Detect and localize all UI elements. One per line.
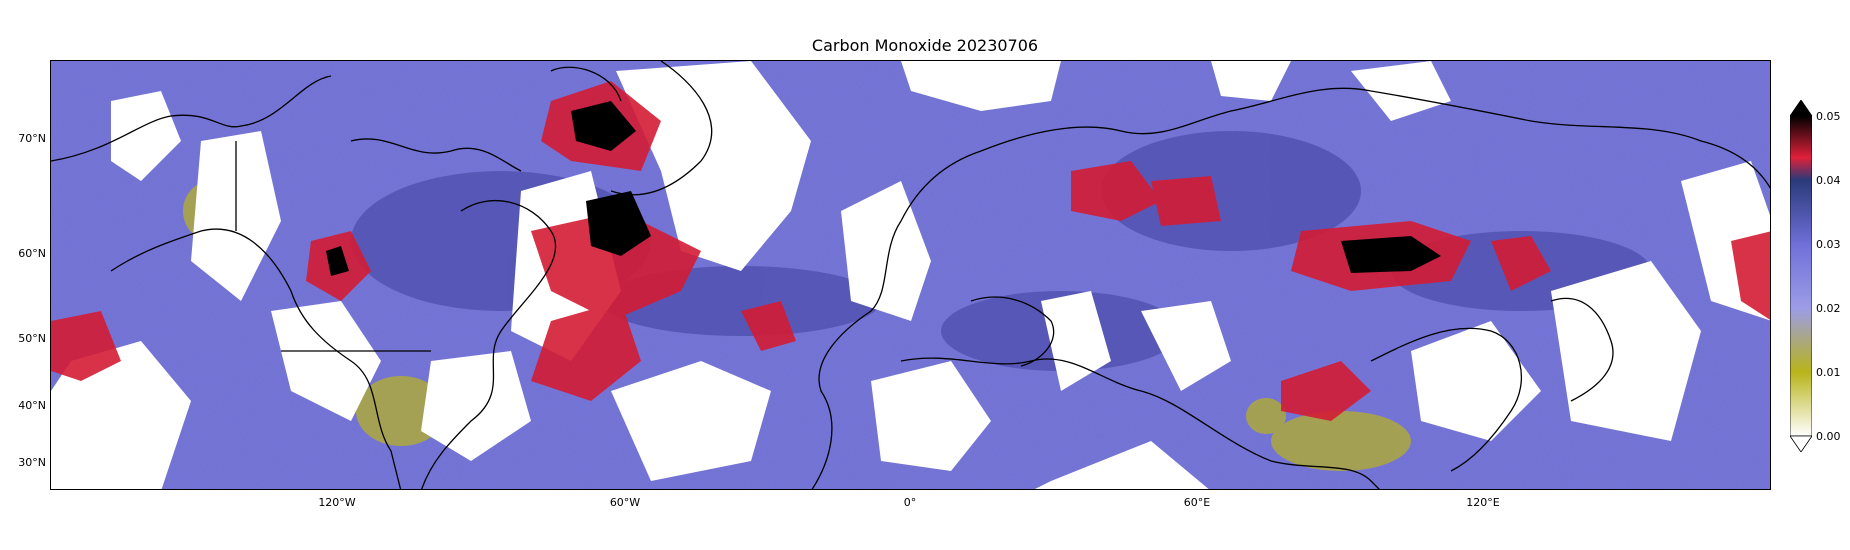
- lat-label-60n: 60°N: [18, 247, 46, 260]
- lat-label-50n: 50°N: [18, 332, 46, 345]
- extreme-co-cores: [326, 101, 1441, 276]
- colorbar-tick-3: 0.03: [1816, 238, 1841, 251]
- map-title: Carbon Monoxide 20230706: [811, 36, 1039, 55]
- co-field-map: [51, 61, 1770, 489]
- lon-label-60e: 60°E: [1183, 496, 1211, 509]
- lon-label-120w: 120°W: [318, 496, 356, 509]
- colorbar-tick-5: 0.05: [1816, 110, 1841, 123]
- lon-label-0: 0°: [903, 496, 917, 509]
- colorbar-tick-2: 0.02: [1816, 302, 1841, 315]
- lon-label-60w: 60°W: [609, 496, 641, 509]
- colorbar: [1790, 100, 1812, 452]
- map-panel: [50, 60, 1771, 490]
- colorbar-tick-4: 0.04: [1816, 174, 1841, 187]
- lat-label-40n: 40°N: [18, 399, 46, 412]
- colorbar-max-extend: [1790, 100, 1812, 117]
- colorbar-min-extend: [1790, 435, 1812, 452]
- lon-label-120e: 120°E: [1466, 496, 1500, 509]
- lat-label-30n: 30°N: [18, 456, 46, 469]
- coastlines: [51, 61, 1770, 489]
- lat-label-70n: 70°N: [18, 132, 46, 145]
- colorbar-tick-0: 0.00: [1816, 430, 1841, 443]
- colorbar-tick-1: 0.01: [1816, 366, 1841, 379]
- colorbar-gradient: [1790, 115, 1812, 437]
